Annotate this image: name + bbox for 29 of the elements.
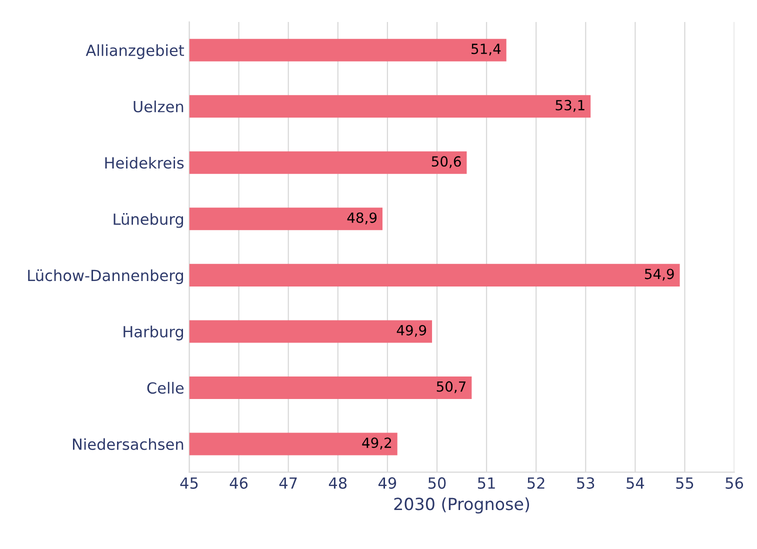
y-tick-label: Niedersachsen bbox=[72, 438, 184, 450]
y-tick-label: Lüneburg bbox=[114, 213, 183, 228]
data-label: 49,9 bbox=[396, 324, 426, 337]
data-label: 48,9 bbox=[347, 212, 377, 224]
x-tick-label: 51 bbox=[478, 477, 495, 489]
y-tick-label: Allianzgebiet bbox=[86, 44, 184, 60]
data-label: 54,9 bbox=[644, 268, 674, 281]
x-tick-label: 46 bbox=[230, 477, 248, 489]
data-label: 51,4 bbox=[472, 44, 501, 56]
y-tick-label: Lüchow-Dannenberg bbox=[28, 269, 183, 284]
y-tick-label: Harburg bbox=[124, 326, 183, 340]
x-tick-label: 45 bbox=[180, 477, 198, 489]
data-label: 50,6 bbox=[432, 156, 461, 168]
x-tick-label: 47 bbox=[279, 477, 297, 489]
x-tick-label: 49 bbox=[378, 477, 396, 489]
x-axis-title: 2030 (Prognose) bbox=[394, 497, 530, 514]
y-tick-label: Celle bbox=[147, 382, 184, 394]
x-tick-label: 54 bbox=[626, 477, 644, 489]
data-label: 49,2 bbox=[362, 438, 392, 450]
x-tick-label: 52 bbox=[528, 477, 544, 489]
data-label: 50,7 bbox=[436, 381, 466, 394]
x-tick-label: 50 bbox=[428, 477, 446, 489]
x-tick-label: 55 bbox=[676, 477, 694, 489]
x-tick-label: 56 bbox=[726, 477, 744, 489]
y-tick-label: Heidekreis bbox=[105, 156, 184, 169]
data-label: 53,1 bbox=[556, 100, 584, 112]
y-tick-label: Uelzen bbox=[134, 100, 184, 112]
x-tick-label: 48 bbox=[328, 477, 347, 489]
x-tick-label: 53 bbox=[577, 477, 594, 489]
